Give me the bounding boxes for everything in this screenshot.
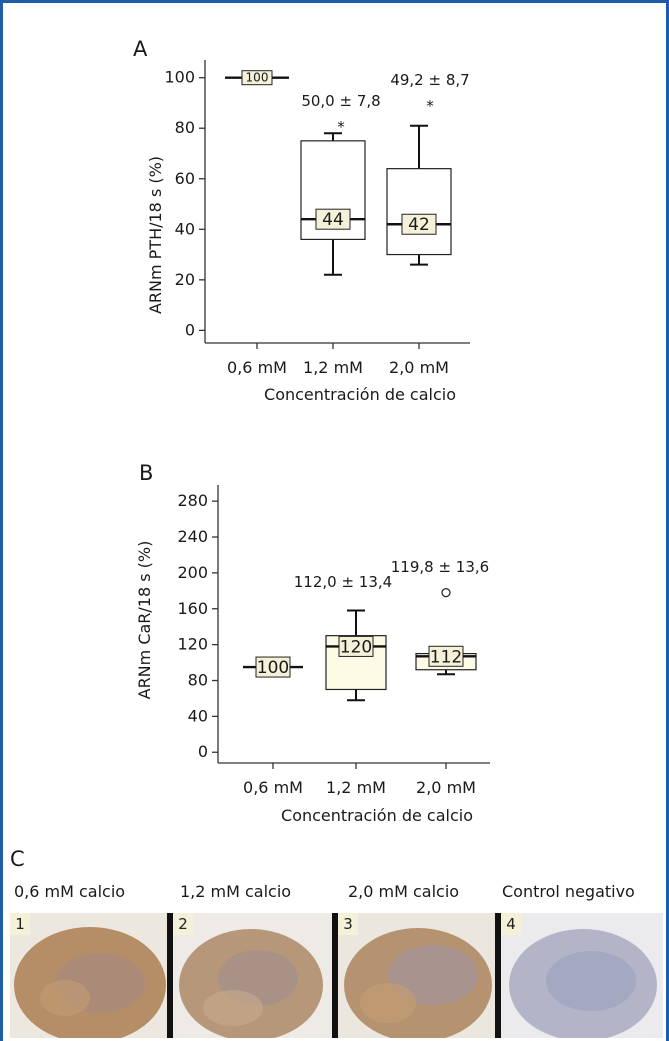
micrograph-number-3: 3 xyxy=(338,913,358,935)
panel-b-median-label-box xyxy=(338,635,374,657)
panel-b-annotation: 119,8 ± 13,6 xyxy=(391,558,489,576)
micrograph-4: 4 xyxy=(501,913,663,1038)
panel-a-x-tick-label: 0,6 mM xyxy=(227,358,287,377)
panel-b-xlabel: Concentración de calcio xyxy=(281,806,473,825)
panel-b-median-label: 120 xyxy=(340,637,372,657)
tissue-section-3 xyxy=(344,928,492,1038)
panel-a-y-tick-label: 40 xyxy=(175,219,195,238)
panel-a-median-label: 42 xyxy=(408,215,430,235)
panel-b-y-tick-label: 120 xyxy=(177,635,208,654)
micrograph-label-4: Control negativo xyxy=(502,882,635,901)
micrograph-divider xyxy=(167,913,173,1038)
micrograph-number-1: 1 xyxy=(10,913,30,935)
panel-b-x-tick-label: 1,2 mM xyxy=(326,778,386,797)
panel-a-annotation: 50,0 ± 7,8 xyxy=(301,92,380,110)
micrograph-label-2: 1,2 mM calcio xyxy=(180,882,292,901)
panel-b-x-tick-label: 2,0 mM xyxy=(416,778,476,797)
panel-b-ylabel: ARNm CaR/18 s (%) xyxy=(135,541,154,700)
panel-b-y-tick-label: 280 xyxy=(177,491,208,510)
panel-a-median-label: 100 xyxy=(246,71,269,85)
panel-a-x-tick-label: 2,0 mM xyxy=(389,358,449,377)
panel-a-median-label-box xyxy=(315,208,351,230)
panel-b-letter: B xyxy=(139,461,153,485)
panel-a-median-label-box xyxy=(241,70,273,86)
micrograph-label-3: 2,0 mM calcio xyxy=(348,882,460,901)
panel-b-median-label-box xyxy=(428,645,464,667)
tissue-section-1 xyxy=(14,927,166,1038)
micrograph-1: 1 xyxy=(10,913,167,1038)
panel-b-x-tick-label: 0,6 mM xyxy=(243,778,303,797)
panel-a-x-tick-label: 1,2 mM xyxy=(303,358,363,377)
tissue-section-2 xyxy=(179,929,323,1038)
panel-b-median-label: 112 xyxy=(430,647,462,667)
micrograph-number-4: 4 xyxy=(501,913,521,935)
panel-b-median-label: 100 xyxy=(257,658,289,678)
micrograph-label-1: 0,6 mM calcio xyxy=(14,882,126,901)
panel-a-y-tick-label: 20 xyxy=(175,270,195,289)
panel-a-median-label: 44 xyxy=(322,210,344,230)
panel-a-annotation: 49,2 ± 8,7 xyxy=(390,71,469,89)
panel-a-significance-marker: * xyxy=(337,118,345,136)
panel-a-y-tick-label: 0 xyxy=(185,320,195,339)
panel-a-y-tick-label: 80 xyxy=(175,118,195,137)
micrograph-number-2: 2 xyxy=(173,913,193,935)
panel-a-significance-marker: * xyxy=(426,97,434,115)
micrograph-2: 2 xyxy=(173,913,332,1038)
tissue-section-4 xyxy=(509,929,657,1038)
panel-b-y-tick-label: 200 xyxy=(177,563,208,582)
panel-a-box xyxy=(386,168,452,256)
panel-b-annotation: 112,0 ± 13,4 xyxy=(294,573,392,591)
panel-b-outlier-point xyxy=(441,588,451,598)
panel-b-y-tick-label: 240 xyxy=(177,527,208,546)
panel-b-y-tick-label: 160 xyxy=(177,599,208,618)
panel-a-y-tick-label: 60 xyxy=(175,169,195,188)
micrograph-divider xyxy=(332,913,338,1038)
panel-b-y-tick-label: 40 xyxy=(188,706,208,725)
panel-a-median-label-box xyxy=(401,213,437,235)
panel-a-xlabel: Concentración de calcio xyxy=(264,385,456,404)
panel-b-median-label-box xyxy=(255,656,291,678)
panel-b-y-tick-label: 80 xyxy=(188,670,208,689)
panel-b-y-tick-label: 0 xyxy=(198,742,208,761)
chart-a: A ARNm PTH/18 s (%) Concentración de cal… xyxy=(133,37,470,404)
chart-b: B ARNm CaR/18 s (%) Concentración de cal… xyxy=(135,461,490,825)
panel-a-ylabel: ARNm PTH/18 s (%) xyxy=(146,156,165,314)
panel-a-y-tick-label: 100 xyxy=(164,68,195,87)
panel-a-letter: A xyxy=(133,37,148,61)
micrograph-divider xyxy=(495,913,501,1038)
micrograph-3: 3 xyxy=(338,913,495,1038)
panel-c-letter: C xyxy=(10,847,25,871)
